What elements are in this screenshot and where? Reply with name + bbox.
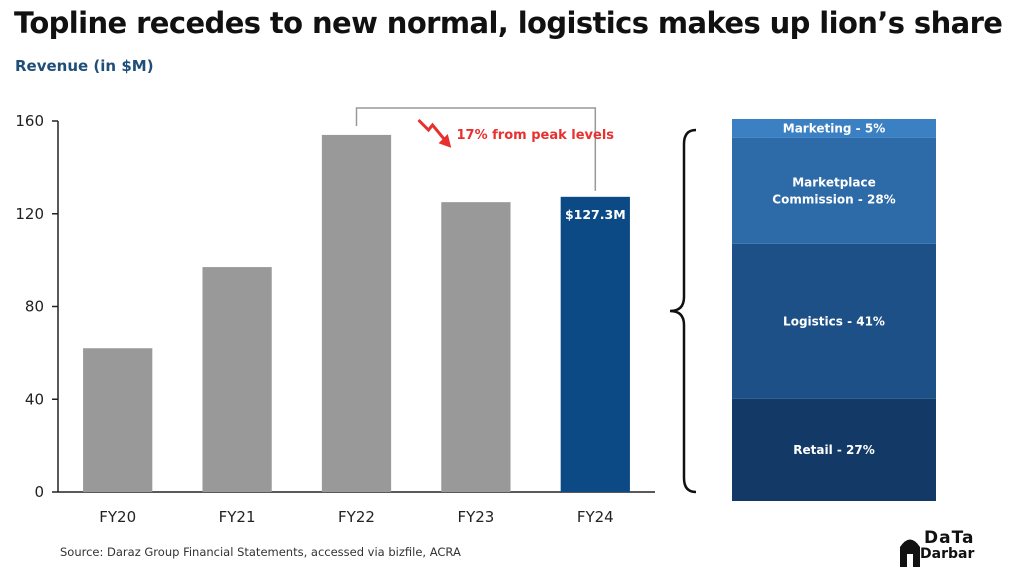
segment-marketplace — [732, 137, 936, 244]
y-tick-label: 160 — [15, 112, 44, 130]
logo-line1: DaTa — [924, 528, 975, 548]
segment-label: Marketplace — [792, 175, 876, 189]
segment-marketing — [732, 119, 936, 138]
y-tick-label: 40 — [25, 390, 44, 408]
bar-fy23 — [441, 202, 511, 492]
x-tick-label: FY23 — [457, 508, 494, 526]
building-icon — [900, 539, 920, 567]
bar-fy24 — [560, 196, 630, 492]
annotation-text: 17% from peak levels — [457, 128, 615, 143]
trend-down-icon — [417, 118, 448, 143]
bar-fy22 — [321, 134, 392, 492]
y-tick-label: 80 — [25, 298, 44, 316]
page-title: Topline recedes to new normal, logistics… — [14, 6, 1003, 40]
x-tick-label: FY20 — [99, 508, 136, 526]
segment-label: Retail - 27% — [793, 443, 875, 457]
bar-fy21 — [202, 267, 272, 492]
segment-logistics — [732, 243, 936, 399]
source-note: Source: Daraz Group Financial Statements… — [60, 545, 461, 559]
segment-retail — [732, 398, 936, 501]
x-tick-label: FY21 — [219, 508, 256, 526]
segment-label: Commission - 28% — [772, 192, 895, 206]
chart-subtitle: Revenue (in $M) — [15, 57, 154, 75]
segment-label: Marketing - 5% — [783, 121, 885, 135]
data-darbar-logo: DaTa Darbar — [898, 528, 980, 568]
x-tick-label: FY24 — [577, 508, 614, 526]
x-tick-label: FY22 — [338, 508, 375, 526]
bar-data-label: $127.3M — [565, 207, 626, 222]
trend-down-arrowhead-icon — [438, 134, 452, 148]
brace-connector — [669, 128, 697, 494]
y-tick-label: 120 — [15, 205, 44, 223]
logo-line2: Darbar — [920, 546, 975, 562]
bar-fy20 — [83, 348, 153, 492]
annotation-bracket — [355, 107, 597, 191]
segment-label: Logistics - 41% — [783, 314, 885, 328]
y-tick-label: 0 — [34, 483, 44, 501]
